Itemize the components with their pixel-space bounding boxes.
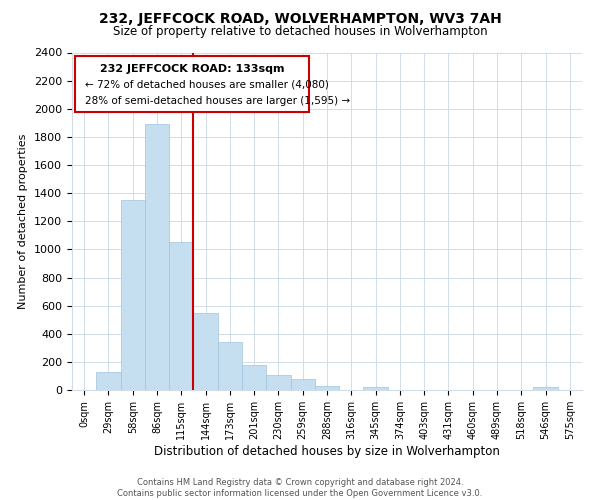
Bar — [96, 372, 121, 390]
Text: 232 JEFFCOCK ROAD: 133sqm: 232 JEFFCOCK ROAD: 133sqm — [100, 64, 284, 74]
Text: 232, JEFFCOCK ROAD, WOLVERHAMPTON, WV3 7AH: 232, JEFFCOCK ROAD, WOLVERHAMPTON, WV3 7… — [98, 12, 502, 26]
Bar — [121, 200, 145, 390]
Bar — [364, 387, 388, 390]
Bar — [145, 124, 169, 390]
Bar — [533, 387, 558, 390]
Bar — [266, 374, 290, 390]
Text: Size of property relative to detached houses in Wolverhampton: Size of property relative to detached ho… — [113, 25, 487, 38]
Bar — [193, 312, 218, 390]
Text: 28% of semi-detached houses are larger (1,595) →: 28% of semi-detached houses are larger (… — [85, 96, 350, 106]
Text: ← 72% of detached houses are smaller (4,080): ← 72% of detached houses are smaller (4,… — [85, 80, 329, 90]
Bar — [218, 342, 242, 390]
Text: Contains HM Land Registry data © Crown copyright and database right 2024.
Contai: Contains HM Land Registry data © Crown c… — [118, 478, 482, 498]
Bar — [169, 242, 193, 390]
Bar — [290, 380, 315, 390]
X-axis label: Distribution of detached houses by size in Wolverhampton: Distribution of detached houses by size … — [154, 445, 500, 458]
Bar — [242, 366, 266, 390]
Y-axis label: Number of detached properties: Number of detached properties — [19, 134, 28, 309]
FancyBboxPatch shape — [74, 56, 309, 112]
Bar — [315, 386, 339, 390]
